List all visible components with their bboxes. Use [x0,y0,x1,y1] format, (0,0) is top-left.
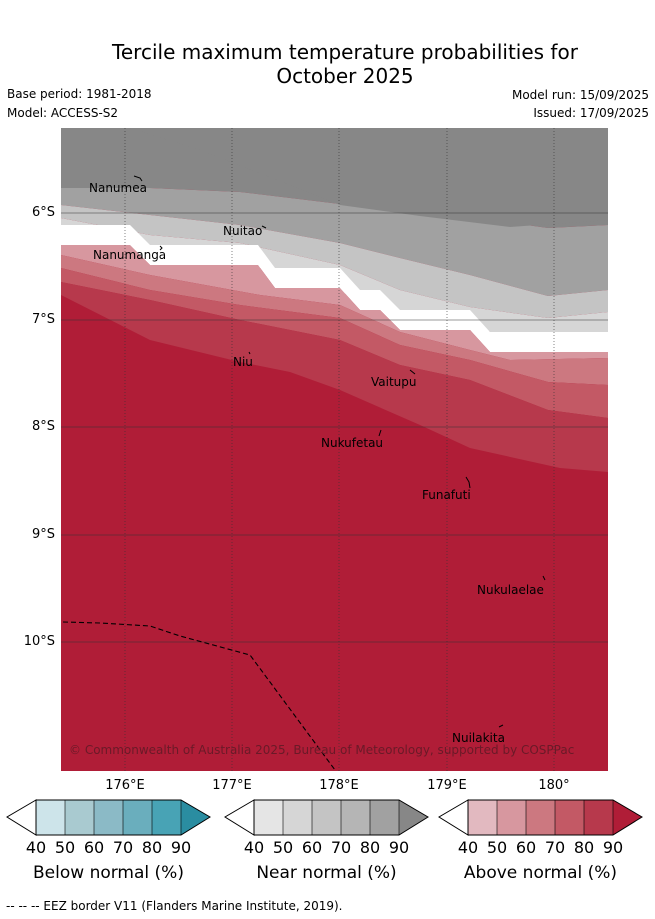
model-name: Model: ACCESS-S2 [7,106,119,120]
cb-near-title: Near normal (%) [256,863,397,883]
lon-tick-177e: 177°E [212,778,252,793]
cb-near-label-90: 90 [388,838,410,857]
probability-contours [61,128,608,771]
above-60-region [61,255,608,385]
issued-date: Issued: 17/09/2025 [533,106,649,120]
above-70-region [61,268,608,418]
label-nanumea: Nanumea [89,181,147,195]
island-nanumea [133,175,143,182]
cb-above-label-40: 40 [457,838,479,857]
cb-below-label-60: 60 [83,838,105,857]
island-nuilakita [498,724,504,728]
lon-tick-180: 180° [538,778,570,793]
cb-near-label-70: 70 [330,838,352,857]
label-nanumanga: Nanumanga [93,248,166,262]
label-niu: Niu [233,355,253,369]
island-nanumanga [159,245,163,251]
island-vaitupu [409,369,416,375]
cb-below-label-70: 70 [112,838,134,857]
lat-tick-7s: 7°S [31,312,55,327]
cb-below-label-80: 80 [141,838,163,857]
cb-near-label-50: 50 [272,838,294,857]
near-90-region-top [61,128,608,227]
island-shapes [133,175,546,728]
label-nuitao: Nuitao [223,224,262,238]
cb-below-title: Below normal (%) [33,863,184,883]
title-line-2: October 2025 [276,64,414,88]
lat-tick-10s: 10°S [23,634,55,649]
base-period: Base period: 1981-2018 [7,87,152,101]
colorbar-below [6,799,211,836]
island-nukufetau [378,429,382,437]
island-funafuti [465,476,471,489]
eez-legend-footer: -- -- -- EEZ border V11 (Flanders Marine… [6,899,343,913]
colorbar-near [224,799,429,836]
lon-tick-176e: 176°E [105,778,145,793]
title-line-1: Tercile maximum temperature probabilitie… [112,40,578,64]
copyright-notice: © Commonwealth of Australia 2025, Bureau… [69,743,574,757]
label-nukulaelae: Nukulaelae [477,583,544,597]
cb-above-label-50: 50 [486,838,508,857]
above-80-region [61,282,608,472]
cb-above-label-80: 80 [573,838,595,857]
cb-above-title: Above normal (%) [463,863,618,883]
map-title: Tercile maximum temperature probabilitie… [0,40,655,88]
lat-tick-6s: 6°S [31,205,55,220]
cb-above-label-60: 60 [515,838,537,857]
cb-below-label-90: 90 [170,838,192,857]
cb-above-label-70: 70 [544,838,566,857]
model-run: Model run: 15/09/2025 [511,88,649,102]
lon-tick-179e: 179°E [427,778,467,793]
cb-near-label-40: 40 [243,838,265,857]
near-80-region [61,188,608,296]
lat-tick-8s: 8°S [31,419,55,434]
label-nuilakita: Nuilakita [452,731,505,745]
colorbar-above [438,799,643,836]
cb-near-label-60: 60 [301,838,323,857]
graticule [61,128,608,771]
label-funafuti: Funafuti [422,488,471,502]
lon-tick-178e: 178°E [319,778,359,793]
island-niu [248,351,251,355]
cb-below-label-40: 40 [25,838,47,857]
above-50-region [61,245,608,360]
label-nukufetau: Nukufetau [321,436,383,450]
island-nuitao [261,225,267,229]
cb-near-label-80: 80 [359,838,381,857]
lat-tick-9s: 9°S [31,527,55,542]
place-labels: Nanumea Nuitao Nanumanga Niu Vaitupu Nuk… [89,181,544,745]
near-70-region [61,205,608,318]
cb-above-label-90: 90 [602,838,624,857]
label-vaitupu: Vaitupu [371,375,417,389]
cb-below-label-50: 50 [54,838,76,857]
island-nukulaelae [542,575,546,581]
